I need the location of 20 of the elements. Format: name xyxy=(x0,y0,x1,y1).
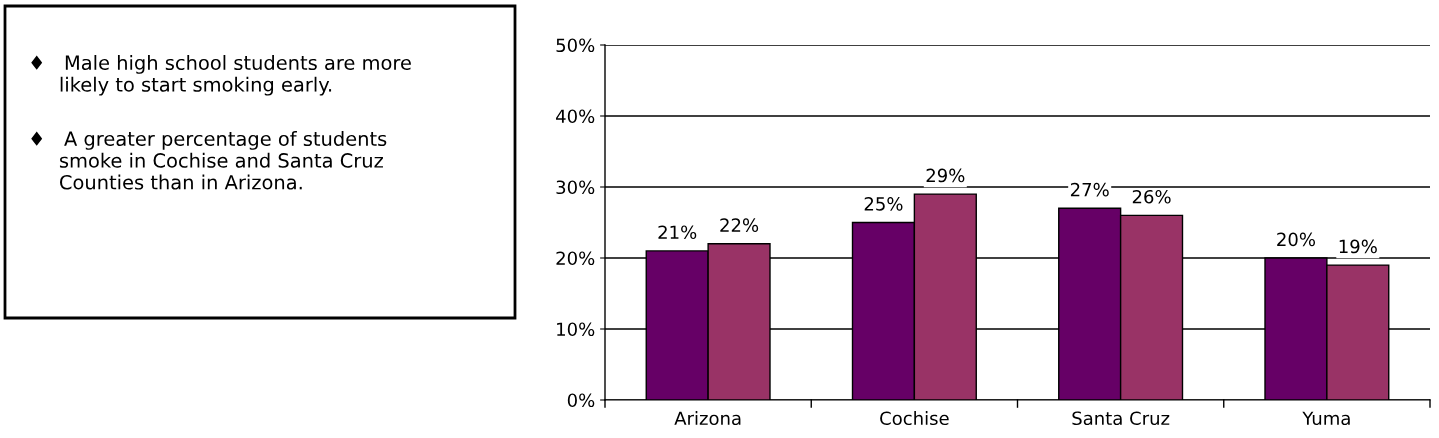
data-label: 21% xyxy=(658,225,697,240)
text: ♦ A greater percentage of students smoke in Cochise and Santa Cruz Counties than in Arizona. xyxy=(31,131,387,190)
x-tick-label: Santa Cruz xyxy=(1072,411,1170,426)
data-label: 20% xyxy=(1277,232,1316,247)
y-tick-label: 40% xyxy=(556,109,595,124)
data-label: 19% xyxy=(1339,239,1377,254)
data-label: 22% xyxy=(720,218,759,232)
y-tick-label: 0% xyxy=(567,393,595,408)
y-tick-label: 30% xyxy=(556,180,595,195)
x-tick-label: Arizona xyxy=(674,411,741,426)
y-tick-label: 50% xyxy=(556,38,595,53)
y-tick-label: 20% xyxy=(556,251,595,266)
text: ♦ Male high school students are more likely to start smoking early. xyxy=(31,55,411,96)
x-tick-label: Cochise xyxy=(880,411,949,426)
data-label: 25% xyxy=(864,197,903,211)
y-tick-label: 10% xyxy=(557,322,595,337)
data-label: 27% xyxy=(1070,182,1109,197)
data-label: 29% xyxy=(926,168,965,183)
x-tick-label: Yuma xyxy=(1302,411,1350,426)
data-label: 26% xyxy=(1132,189,1171,204)
